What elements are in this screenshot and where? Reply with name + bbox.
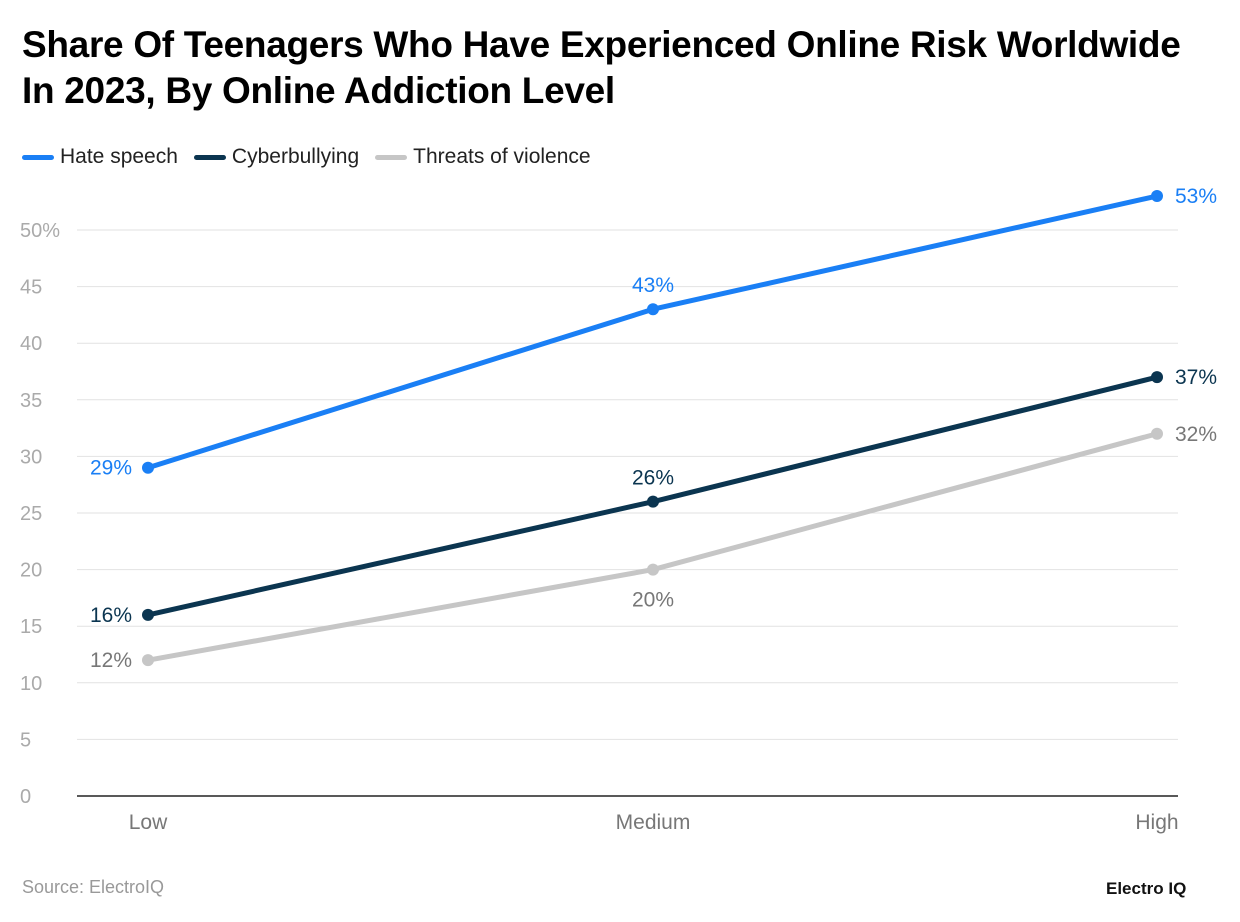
data-label-threats-of-violence: 12%	[90, 649, 132, 672]
data-point-cyberbullying	[1151, 371, 1163, 384]
legend-item-hate-speech: Hate speech	[22, 145, 178, 169]
legend-label: Hate speech	[60, 145, 178, 168]
chart-title: Share Of Teenagers Who Have Experienced …	[22, 24, 1181, 111]
y-tick-label: 45	[20, 277, 42, 299]
x-tick-label: Medium	[616, 811, 691, 834]
data-label-hate-speech: 29%	[90, 457, 132, 480]
data-label-hate-speech: 53%	[1175, 185, 1217, 208]
data-label-cyberbullying: 37%	[1175, 366, 1217, 389]
legend-item-threats: Threats of violence	[375, 145, 591, 169]
data-label-threats-of-violence: 20%	[632, 589, 674, 612]
y-tick-label: 30	[20, 446, 42, 468]
legend: Hate speech Cyberbullying Threats of vio…	[22, 145, 591, 169]
data-point-cyberbullying	[142, 608, 154, 621]
legend-swatch	[193, 154, 226, 160]
y-tick-label: 20	[20, 560, 42, 582]
legend-swatch	[375, 154, 408, 160]
x-tick-label: High	[1135, 811, 1178, 834]
data-point-hate-speech	[1151, 190, 1163, 203]
legend-label: Threats of violence	[413, 145, 591, 168]
y-tick-label: 10	[20, 673, 42, 695]
y-tick-label: 0	[20, 786, 31, 808]
data-label-cyberbullying: 16%	[90, 604, 132, 627]
y-tick-label: 15	[20, 616, 42, 638]
data-point-threats-of-violence	[1151, 427, 1163, 440]
series-line-hate-speech	[147, 193, 1158, 471]
data-label-cyberbullying: 26%	[632, 467, 674, 490]
legend-item-cyberbullying: Cyberbullying	[193, 145, 360, 169]
legend-label: Cyberbullying	[231, 145, 360, 168]
x-tick-label: Low	[129, 811, 168, 834]
y-tick-label: 5	[20, 729, 31, 751]
source-note: Source: ElectroIQ	[22, 877, 165, 897]
data-point-threats-of-violence	[647, 563, 659, 576]
y-tick-label: 40	[20, 333, 42, 355]
data-point-hate-speech	[647, 303, 659, 316]
y-tick-label: 25	[20, 503, 42, 525]
legend-swatch	[22, 154, 54, 160]
data-point-hate-speech	[142, 461, 154, 474]
data-point-threats-of-violence	[142, 654, 154, 667]
y-tick-label: 50%	[20, 220, 60, 242]
data-label-hate-speech: 43%	[632, 274, 674, 297]
y-tick-label: 35	[20, 390, 42, 412]
data-point-cyberbullying	[647, 495, 659, 508]
data-label-threats-of-violence: 32%	[1175, 423, 1217, 446]
electroiq-logo: Electro IQ	[1106, 879, 1187, 898]
